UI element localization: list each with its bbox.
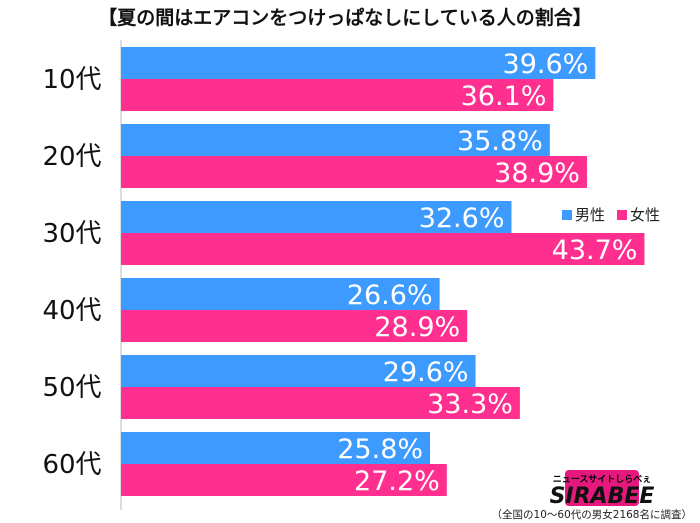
- bar-female: [121, 79, 554, 111]
- bar-male: [121, 355, 476, 387]
- value-label-male: 32.6%: [419, 203, 505, 234]
- value-label-male: 39.6%: [503, 49, 589, 80]
- value-label-male: 26.6%: [347, 280, 433, 311]
- bar-male: [121, 278, 440, 310]
- category-labels: 10代 20代 30代 40代 50代 60代: [42, 65, 101, 480]
- bar-female: [121, 233, 645, 265]
- bar-female: [121, 464, 447, 496]
- legend-label-female: 女性: [630, 206, 660, 224]
- category-label: 30代: [42, 219, 101, 249]
- value-label-female: 27.2%: [354, 466, 440, 497]
- value-label-female: 43.7%: [552, 235, 638, 266]
- footnote: （全国の10～60代の男女2168名に調査）: [492, 508, 692, 521]
- logo-badge: [565, 470, 639, 506]
- logo-small-text: ニュースサイトしらべぇ: [553, 474, 652, 485]
- chart-title: 【夏の間はエアコンをつけっぱなしにしている人の割合】: [98, 6, 591, 29]
- category-label: 20代: [42, 142, 101, 172]
- value-label-female: 38.9%: [494, 158, 580, 189]
- bar-female: [121, 310, 468, 342]
- legend-swatch-male: [562, 210, 572, 220]
- value-label-male: 29.6%: [383, 357, 469, 388]
- legend: 男性 女性: [562, 206, 660, 224]
- value-label-male: 35.8%: [457, 126, 543, 157]
- value-label-female: 36.1%: [461, 81, 547, 112]
- bar-female: [121, 387, 520, 419]
- legend-swatch-female: [617, 210, 627, 220]
- bar-female: [121, 156, 587, 188]
- category-label: 50代: [42, 373, 101, 403]
- bar-male: [121, 201, 512, 233]
- legend-label-male: 男性: [575, 206, 605, 224]
- bars-layer: 39.6%36.1% 35.8%38.9% 32.6% 43.7% 26.6%28.9%…: [121, 47, 645, 497]
- category-label: 10代: [42, 65, 101, 95]
- bar-male: [121, 47, 596, 79]
- logo-big-text: SIRABEE: [550, 484, 655, 509]
- bar-male: [121, 432, 431, 464]
- category-label: 40代: [42, 296, 101, 326]
- value-label-female: 33.3%: [427, 389, 513, 420]
- category-label: 60代: [42, 450, 101, 480]
- bar-male: [121, 124, 550, 156]
- value-label-male: 25.8%: [337, 434, 423, 465]
- sirabee-logo: ニュースサイトしらべぇ SIRABEE: [550, 470, 655, 509]
- value-label-female: 28.9%: [374, 312, 460, 343]
